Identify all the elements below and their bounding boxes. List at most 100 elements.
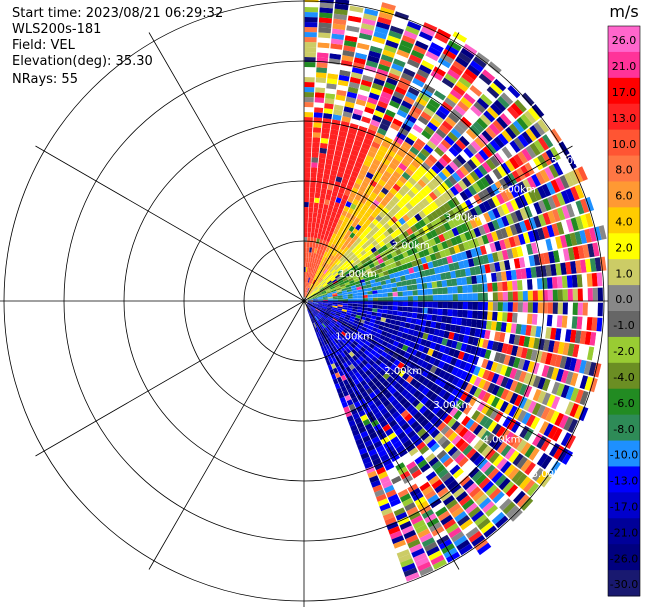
radar-ray xyxy=(304,5,364,298)
radar-ray xyxy=(307,302,598,393)
radar-ray xyxy=(305,28,452,298)
field-text: Field: VEL xyxy=(12,38,75,53)
range-ring-label: 5.00km xyxy=(551,156,589,167)
colorbar-swatch xyxy=(608,466,640,493)
radar-ray xyxy=(305,11,409,298)
colorbar-swatch xyxy=(608,26,640,53)
radar-ray xyxy=(307,166,588,300)
radar-ray xyxy=(308,301,602,347)
radar-ray xyxy=(306,74,510,299)
range-ring-label: 4.00km xyxy=(483,435,521,446)
colorbar-tick-label: -1.0 xyxy=(613,319,634,332)
radar-ray xyxy=(307,225,607,301)
radar-ray xyxy=(306,92,535,299)
azimuth-spoke xyxy=(303,300,460,570)
colorbar-swatch xyxy=(608,518,640,545)
colorbar-tick-label: -8.0 xyxy=(613,423,634,436)
azimuth-spoke xyxy=(303,145,573,302)
radar-ray xyxy=(307,242,600,301)
colorbar-tick-label: -13.0 xyxy=(610,475,638,488)
radar-ray xyxy=(305,2,396,298)
range-ring-label: 4.00km xyxy=(498,184,536,195)
colorbar-tick-label: -17.0 xyxy=(610,501,638,514)
range-ring-label: 3.00km xyxy=(445,213,483,224)
range-ring-label: 1.00km xyxy=(335,331,373,342)
radar-ray xyxy=(307,104,545,299)
colorbar-swatch xyxy=(608,181,640,208)
radar-ray xyxy=(307,196,595,300)
radar-ray xyxy=(305,304,434,577)
colorbar-swatch xyxy=(608,129,640,157)
colorbar-swatch xyxy=(608,259,640,286)
colorbar-tick-label: -6.0 xyxy=(613,397,634,410)
radar-ray xyxy=(306,43,478,298)
colorbar-swatch xyxy=(608,233,640,260)
azimuth-spoke xyxy=(303,300,573,457)
radar-ray xyxy=(307,301,600,362)
radar-ray xyxy=(307,302,589,422)
range-ring-labels: 1.00km 1.00km 2.00km 2.00km 3.00km 3.00km 4.00… xyxy=(335,156,589,480)
radar-ray xyxy=(306,31,468,298)
colorbar-swatch xyxy=(608,51,640,79)
radar-ray xyxy=(306,304,473,556)
range-ring-label: 5.00km xyxy=(532,469,570,480)
colorbar-unit-label: m/s xyxy=(609,2,638,21)
colorbar-tick-label: -26.0 xyxy=(610,552,638,565)
radar-ray xyxy=(308,301,603,317)
velocity-colorbar: 26.0 21.0 17.0 13.0 10.0 8.0 6.0 4.0 2.0 1.0 0.0 -1… xyxy=(607,2,641,597)
radar-ray xyxy=(307,128,562,299)
radar-ray xyxy=(306,303,534,511)
colorbar-tick-label: 0.0 xyxy=(615,293,633,306)
colorbar-swatch xyxy=(608,155,640,182)
radar-ray xyxy=(306,61,502,298)
radar-ray xyxy=(307,302,589,406)
radar-ray xyxy=(305,22,438,298)
radar-ray xyxy=(307,119,550,299)
radar-ray xyxy=(307,184,585,300)
radar-ray xyxy=(308,256,607,301)
azimuth-spoke xyxy=(35,300,305,457)
radar-ray xyxy=(307,213,594,300)
colorbar-swatch xyxy=(608,544,640,571)
radar-ray xyxy=(307,303,540,497)
radar-ray xyxy=(305,21,422,298)
instrument-name: WLS200s-181 xyxy=(12,22,102,37)
colorbar-swatch xyxy=(608,311,640,338)
colorbar-tick-label: 21.0 xyxy=(612,60,637,73)
radar-ray xyxy=(306,303,523,522)
radar-ray xyxy=(307,302,578,434)
colorbar-swatch xyxy=(608,362,640,390)
range-ring-label: 2.00km xyxy=(384,366,422,377)
radar-ray xyxy=(304,8,379,298)
radar-ray xyxy=(308,272,603,301)
range-ring-label: 3.00km xyxy=(433,400,471,411)
radar-ray xyxy=(306,81,525,299)
colorbar-tick-label: -4.0 xyxy=(613,371,634,384)
radar-ray xyxy=(306,304,497,538)
radar-rays xyxy=(304,0,607,582)
radar-ray xyxy=(307,303,574,465)
colorbar-swatch xyxy=(608,336,640,364)
elevation-text: Elevation(deg): 35.30 xyxy=(12,54,153,69)
colorbar-tick-label: -10.0 xyxy=(610,449,638,462)
colorbar-swatch xyxy=(608,77,640,105)
radar-ray xyxy=(307,303,561,476)
azimuth-spokes xyxy=(0,0,614,607)
colorbar-tick-label: 6.0 xyxy=(615,190,633,203)
colorbar-tick-label: 8.0 xyxy=(615,164,633,177)
colorbar-tick-label: 17.0 xyxy=(612,86,637,99)
colorbar-tick-label: -2.0 xyxy=(613,345,634,358)
colorbar-swatch xyxy=(608,285,640,312)
colorbar-swatch xyxy=(608,207,640,234)
colorbar-swatch xyxy=(608,388,640,416)
azimuth-spoke xyxy=(303,32,460,302)
azimuth-spoke xyxy=(148,300,305,570)
colorbar-swatch xyxy=(608,440,640,467)
radar-ray xyxy=(305,304,447,570)
radar-ray xyxy=(307,303,553,488)
colorbar-swatch xyxy=(608,414,640,442)
radar-ray xyxy=(306,303,509,529)
radar-ray xyxy=(304,0,350,297)
start-time-text: Start time: 2023/08/21 06:29:32 xyxy=(12,6,224,21)
